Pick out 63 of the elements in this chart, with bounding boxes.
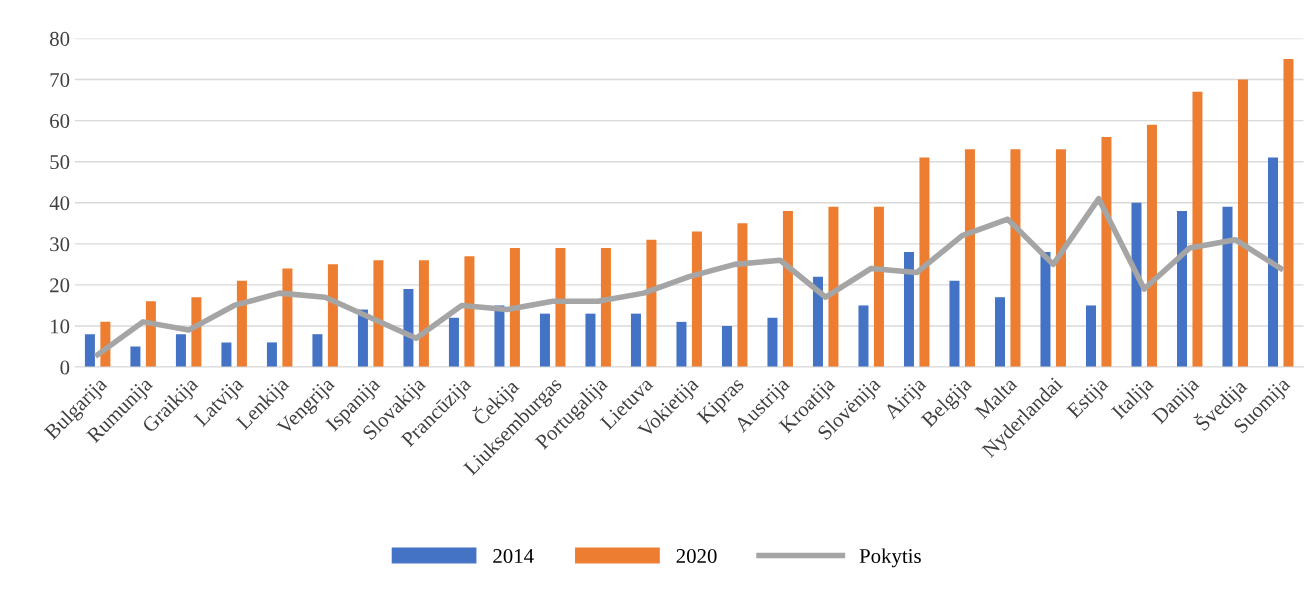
bar	[1055, 149, 1066, 368]
bar	[236, 280, 247, 368]
bar	[919, 157, 930, 368]
bar	[282, 268, 293, 368]
bar	[509, 247, 520, 368]
bar	[555, 247, 566, 368]
y-tick-label: 70	[50, 72, 70, 87]
bar	[1040, 252, 1051, 368]
bar	[145, 301, 156, 368]
bar	[994, 297, 1005, 368]
bar	[949, 280, 960, 368]
bar	[903, 252, 914, 368]
bar	[767, 317, 778, 368]
bar	[539, 313, 550, 368]
bar	[312, 334, 323, 368]
y-tick-label: 10	[51, 319, 70, 334]
bar	[737, 223, 748, 368]
bar	[1101, 137, 1112, 368]
bar	[721, 325, 732, 368]
y-tick-label: 60	[50, 113, 70, 129]
y-tick-label: 20	[50, 278, 70, 293]
bar	[691, 231, 702, 368]
bar	[418, 260, 429, 368]
bar	[646, 239, 657, 368]
bar	[873, 206, 884, 368]
bar	[1283, 59, 1294, 368]
bar	[1010, 149, 1021, 368]
bar	[812, 276, 823, 368]
bar	[373, 260, 384, 368]
bar	[1085, 305, 1096, 368]
bar	[1146, 124, 1157, 368]
y-tick-label: 50	[50, 155, 70, 170]
bar	[585, 313, 596, 368]
y-tick-label: 0	[60, 360, 70, 375]
bar	[782, 210, 793, 368]
bar	[327, 264, 338, 368]
bar	[130, 346, 141, 368]
bar	[964, 149, 975, 368]
y-tick-label: 30	[50, 237, 70, 252]
bar	[1176, 210, 1187, 368]
bar	[676, 321, 687, 368]
bar	[403, 289, 414, 368]
bar	[175, 334, 186, 368]
bar	[448, 317, 459, 368]
bar	[464, 256, 475, 368]
bar	[266, 342, 277, 368]
bar	[858, 305, 869, 368]
legend-label: 2020	[676, 548, 717, 564]
y-tick-label: 80	[50, 31, 70, 46]
bar	[84, 334, 95, 368]
legend-label: 2014	[493, 548, 534, 564]
bar	[1192, 91, 1203, 368]
bar	[1268, 157, 1279, 368]
y-tick-label: 40	[49, 196, 70, 211]
bar	[1222, 206, 1233, 368]
bar	[630, 313, 641, 368]
legend-label: Pokytis	[859, 548, 921, 568]
bar	[600, 247, 611, 368]
bar	[1131, 202, 1142, 368]
bar	[221, 342, 232, 368]
bar	[191, 297, 202, 368]
bar	[1237, 79, 1248, 368]
bar	[828, 206, 839, 368]
